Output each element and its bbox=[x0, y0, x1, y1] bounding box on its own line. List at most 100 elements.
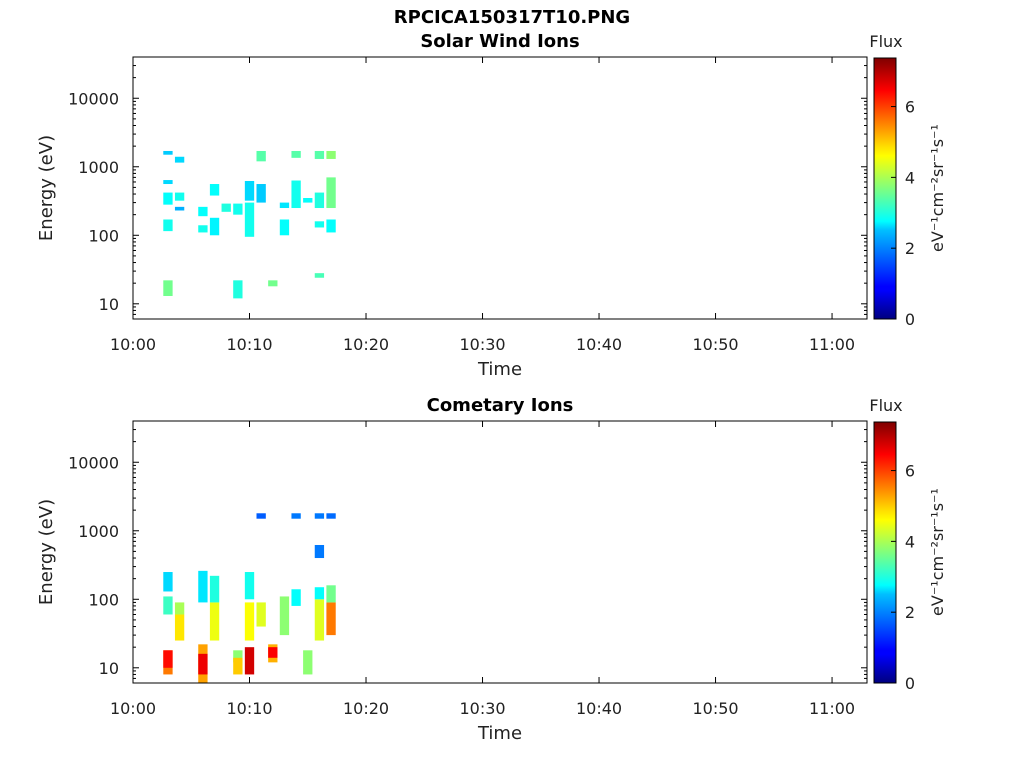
x-tick-label: 10:00 bbox=[110, 335, 156, 354]
y-tick-label: 100 bbox=[88, 590, 119, 609]
data-cell bbox=[314, 192, 325, 209]
colorbar-unit-label: eV⁻¹cm⁻²sr⁻¹s⁻¹ bbox=[928, 488, 947, 616]
data-cell bbox=[198, 206, 208, 217]
y-tick-label: 10000 bbox=[68, 453, 119, 472]
colorbar-tick-label: 2 bbox=[905, 603, 915, 622]
data-cell bbox=[314, 544, 325, 559]
data-cell bbox=[221, 203, 231, 212]
data-cell bbox=[163, 219, 173, 232]
data-cell bbox=[314, 273, 325, 278]
data-cell bbox=[244, 647, 255, 675]
data-cell bbox=[174, 614, 185, 641]
x-tick-label: 10:10 bbox=[226, 335, 272, 354]
x-tick-label: 10:40 bbox=[576, 335, 622, 354]
data-cell bbox=[198, 653, 208, 675]
data-cell bbox=[314, 587, 325, 600]
colorbar bbox=[873, 421, 897, 684]
data-cell bbox=[291, 589, 301, 606]
colorbar-tick-label: 0 bbox=[905, 310, 915, 329]
x-tick-label: 11:00 bbox=[809, 699, 855, 718]
x-tick-label: 10:00 bbox=[110, 699, 156, 718]
colorbar-tick-label: 2 bbox=[905, 239, 915, 258]
panel-cometary: 10 100 1000 10000 10:00 10:10 10:20 10:30 10:40 1… bbox=[36, 396, 947, 744]
data-cell bbox=[163, 650, 173, 668]
x-tick-label: 10:20 bbox=[343, 699, 389, 718]
data-cell bbox=[209, 217, 220, 236]
x-tick-label: 10:40 bbox=[576, 699, 622, 718]
colorbar-tick-label: 6 bbox=[905, 462, 915, 481]
plot-frame bbox=[132, 56, 868, 320]
data-cell bbox=[291, 513, 301, 519]
data-cell bbox=[279, 219, 290, 236]
x-tick-label: 10:20 bbox=[343, 335, 389, 354]
data-cell bbox=[256, 602, 266, 627]
data-cell bbox=[163, 150, 173, 155]
data-cell bbox=[326, 177, 336, 209]
y-tick-label: 1000 bbox=[78, 158, 119, 177]
data-cell bbox=[314, 513, 325, 519]
colorbar-title: Flux bbox=[869, 32, 902, 51]
colorbar-tick-label: 4 bbox=[905, 532, 915, 551]
data-cell bbox=[209, 602, 220, 641]
x-tick-label: 11:00 bbox=[809, 335, 855, 354]
data-cell bbox=[233, 650, 243, 663]
data-cell bbox=[209, 575, 220, 603]
y-tick-label: 10000 bbox=[68, 89, 119, 108]
data-cell bbox=[314, 150, 325, 159]
data-cell bbox=[256, 184, 266, 203]
data-cell bbox=[268, 647, 278, 658]
data-cell bbox=[268, 280, 278, 287]
x-axis-label: Time bbox=[477, 723, 522, 744]
data-cell bbox=[209, 184, 220, 196]
data-cell bbox=[174, 156, 185, 163]
data-cell bbox=[198, 225, 208, 233]
data-cell bbox=[174, 602, 185, 615]
data-cell bbox=[256, 513, 266, 519]
data-cell bbox=[326, 219, 336, 233]
data-cell bbox=[163, 572, 173, 592]
data-cell bbox=[256, 150, 266, 162]
data-cell bbox=[291, 150, 301, 158]
data-cell bbox=[314, 221, 325, 228]
colorbar bbox=[873, 57, 897, 320]
y-tick-label: 10 bbox=[99, 659, 119, 678]
data-cell bbox=[303, 650, 313, 675]
colorbar-title: Flux bbox=[869, 396, 902, 415]
x-tick-label: 10:50 bbox=[692, 335, 738, 354]
data-cell bbox=[326, 150, 336, 159]
data-cell bbox=[233, 657, 243, 675]
data-cell bbox=[163, 596, 173, 615]
data-cell bbox=[244, 180, 255, 201]
y-axis-label: Energy (eV) bbox=[36, 499, 57, 605]
y-tick-label: 10 bbox=[99, 295, 119, 314]
data-cell bbox=[326, 513, 336, 519]
data-cell bbox=[233, 280, 243, 299]
x-tick-label: 10:30 bbox=[459, 699, 505, 718]
data-cell bbox=[174, 206, 185, 211]
colorbar-unit-label: eV⁻¹cm⁻²sr⁻¹s⁻¹ bbox=[928, 124, 947, 252]
x-axis-label: Time bbox=[477, 359, 522, 380]
data-cell bbox=[244, 602, 255, 641]
data-cell bbox=[314, 599, 325, 641]
data-cell bbox=[174, 192, 185, 201]
panel-title-cometary: Cometary Ions bbox=[426, 395, 574, 416]
x-tick-label: 10:30 bbox=[459, 335, 505, 354]
data-cell bbox=[291, 180, 301, 209]
data-cell bbox=[303, 198, 313, 203]
data-cell bbox=[233, 203, 243, 215]
plot-frame bbox=[132, 420, 868, 684]
data-cell bbox=[163, 192, 173, 205]
data-cell bbox=[326, 585, 336, 603]
y-tick-label: 1000 bbox=[78, 522, 119, 541]
colorbar-tick-label: 0 bbox=[905, 674, 915, 693]
data-cell bbox=[163, 180, 173, 185]
colorbar-tick-label: 6 bbox=[905, 98, 915, 117]
data-cell bbox=[326, 602, 336, 636]
data-cell bbox=[244, 202, 255, 237]
y-tick-label: 100 bbox=[88, 226, 119, 245]
data-cell bbox=[279, 202, 290, 209]
panel-title-solar-wind: Solar Wind Ions bbox=[420, 31, 580, 52]
data-cell bbox=[163, 280, 173, 296]
data-cell bbox=[279, 596, 290, 636]
